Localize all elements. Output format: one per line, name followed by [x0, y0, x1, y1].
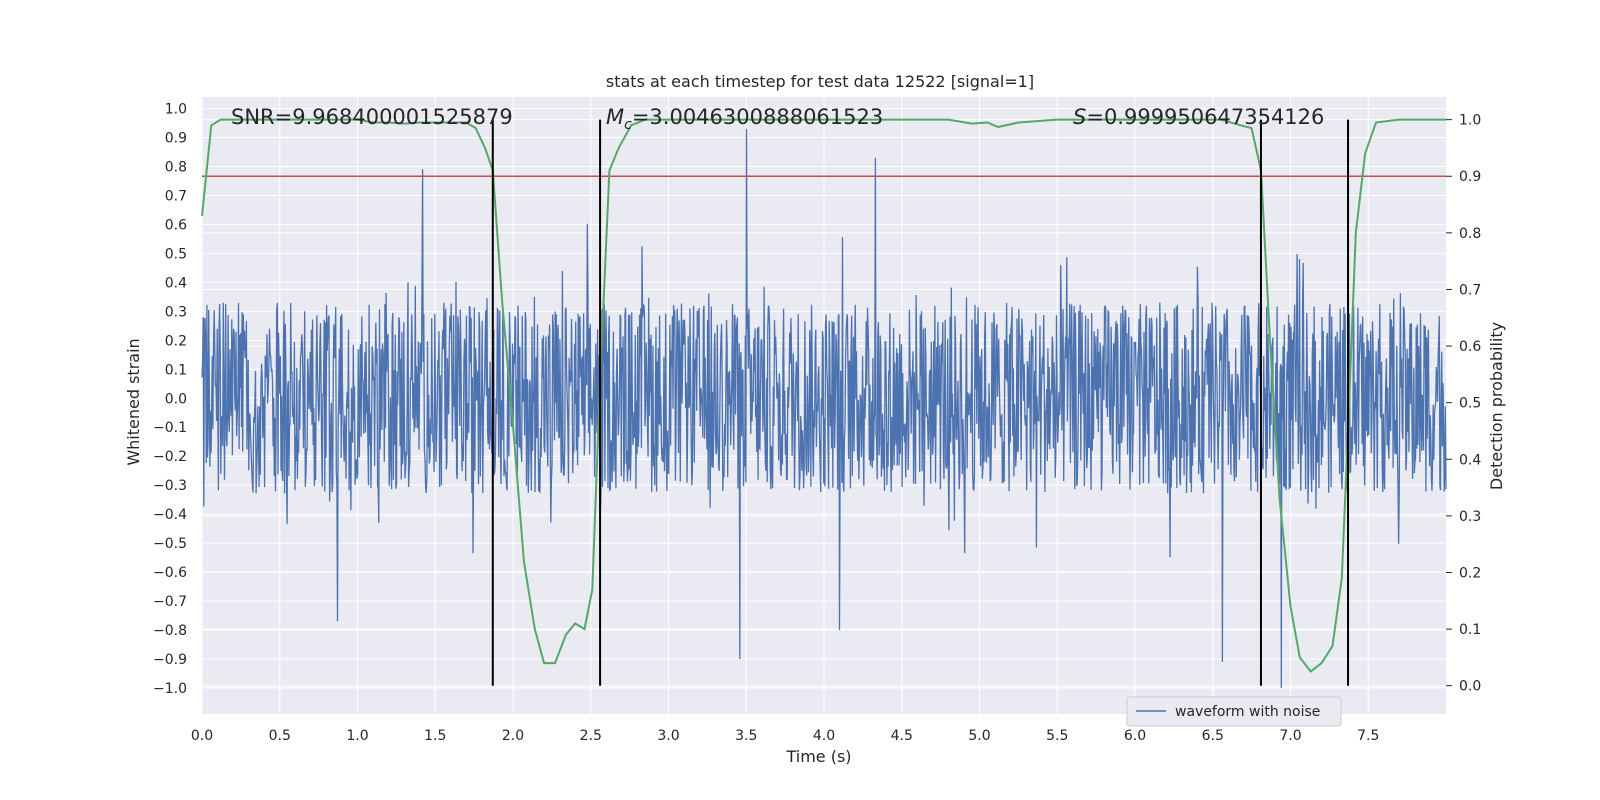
y-tick-label-right: 0.4 [1459, 452, 1481, 468]
y-tick-label-left: 0.1 [165, 362, 187, 378]
waveform-line [201, 128, 1447, 688]
y-tick-label-left: −1.0 [153, 681, 187, 697]
x-tick-label: 7.0 [1279, 728, 1301, 744]
y-tick-label-left: 0.9 [165, 131, 187, 147]
y-tick-label-left: −0.5 [153, 536, 187, 552]
x-axis-label: Time (s) [785, 747, 851, 766]
y-tick-label-left: −0.4 [153, 507, 187, 523]
legend-label: waveform with noise [1175, 704, 1320, 720]
x-tick-label: 1.5 [424, 728, 446, 744]
x-tick-label: 1.0 [346, 728, 368, 744]
x-tick-label: 5.0 [968, 728, 990, 744]
y-tick-label-right: 1.0 [1459, 113, 1481, 129]
snr-annotation: SNR=9.968400001525879 [231, 105, 513, 129]
y-tick-label-right: 0.7 [1459, 282, 1481, 298]
probability-series [201, 118, 1446, 673]
y-tick-label-right: 0.3 [1459, 509, 1481, 525]
vertical-marker-lines [491, 119, 1350, 686]
x-tick-label: 7.5 [1357, 728, 1379, 744]
y-tick-label-right: 0.0 [1459, 679, 1481, 695]
y-tick-label-left: 0.5 [165, 246, 187, 262]
statistic-annotation: S=0.999950647354126 [1073, 105, 1324, 129]
y-tick-label-left: −0.9 [153, 652, 187, 668]
y-tick-label-left: 1.0 [165, 102, 187, 118]
y-tick-label-left: −0.3 [153, 478, 187, 494]
y-tick-label-left: −0.8 [153, 623, 187, 639]
y-tick-label-left: 0.6 [165, 217, 187, 233]
chart-title: stats at each timestep for test data 125… [606, 72, 1034, 91]
y-tick-label-left: 0.7 [165, 188, 187, 204]
x-tick-label: 3.0 [657, 728, 679, 744]
x-tick-label: 0.5 [269, 728, 291, 744]
waveform-series [201, 128, 1447, 688]
y-tick-label-right: 0.1 [1459, 622, 1481, 638]
probability-line [201, 118, 1446, 673]
y-axis-label-left: Whitened strain [124, 338, 143, 465]
x-tick-label: 3.5 [735, 728, 757, 744]
y-tick-label-left: −0.6 [153, 565, 187, 581]
y-tick-label-right: 0.6 [1459, 339, 1481, 355]
legend: waveform with noise [1126, 696, 1342, 727]
y-tick-label-left: 0.2 [165, 333, 187, 349]
y-tick-label-right: 0.8 [1459, 226, 1481, 242]
x-tick-label: 4.0 [813, 728, 835, 744]
x-tick-label: 2.0 [502, 728, 524, 744]
x-tick-label: 5.5 [1046, 728, 1068, 744]
x-tick-label: 2.5 [580, 728, 602, 744]
x-tick-label: 6.0 [1124, 728, 1146, 744]
y-tick-label-right: 0.2 [1459, 565, 1481, 581]
y-tick-label-left: 0.0 [165, 391, 187, 407]
y-axis-label-right: Detection probability [1487, 322, 1506, 490]
y-tick-label-left: −0.1 [153, 420, 187, 436]
y-tick-label-right: 0.9 [1459, 169, 1481, 185]
chirp-mass-annotation: Mc=3.0046300888061523 [606, 105, 883, 133]
axis-ticks: 0.0 0.5 1.0 1.5 2.0 2.5 3.0 3.5 4.0 4.5 5.0 5.5 6.0 6… [153, 102, 1481, 744]
x-tick-label: 6.5 [1202, 728, 1224, 744]
x-tick-label: 0.0 [191, 728, 213, 744]
y-tick-label-left: −0.2 [153, 449, 187, 465]
y-tick-label-left: 0.4 [165, 275, 187, 291]
y-tick-label-left: 0.8 [165, 160, 187, 176]
legend-box [1126, 696, 1342, 727]
y-tick-label-left: 0.3 [165, 304, 187, 320]
x-tick-label: 4.5 [891, 728, 913, 744]
y-tick-label-right: 0.5 [1459, 396, 1481, 412]
y-tick-label-left: −0.7 [153, 594, 187, 610]
